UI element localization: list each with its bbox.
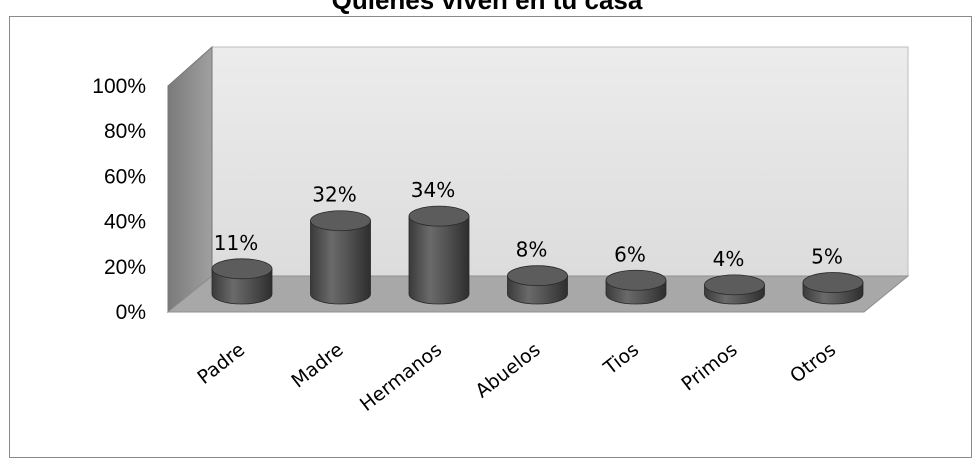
data-label: 11% xyxy=(214,231,258,255)
data-label: 32% xyxy=(312,183,356,207)
bar-top xyxy=(605,269,667,291)
y-tick-label: 80% xyxy=(104,120,146,143)
bar-top xyxy=(507,265,568,287)
y-tick-label: 40% xyxy=(104,211,146,234)
y-tick-label: 100% xyxy=(92,75,146,98)
category-label: Padre xyxy=(193,339,249,389)
bar-body xyxy=(310,220,371,305)
category-label: Abuelos xyxy=(471,339,544,403)
bar-top xyxy=(408,205,470,227)
bar xyxy=(605,269,667,305)
data-label: 6% xyxy=(614,242,646,266)
y-tick-label: 20% xyxy=(104,256,146,279)
category-label: Madre xyxy=(287,339,347,393)
data-label: 4% xyxy=(713,247,745,271)
data-label: 34% xyxy=(411,178,455,202)
bar-top xyxy=(704,274,765,296)
bar-top xyxy=(310,210,371,232)
bar-top xyxy=(802,272,864,293)
y-tick-label: 0% xyxy=(116,301,146,324)
y-axis-ticks: 0% 20% 40% 60% 80% 100% xyxy=(92,75,146,324)
category-label: Otros xyxy=(786,339,840,388)
category-label: Hermanos xyxy=(356,339,446,416)
category-labels: Padre Madre Hermanos Abuelos Tios Primos Otros xyxy=(193,339,840,416)
bar xyxy=(507,265,568,305)
data-label: 5% xyxy=(811,245,843,269)
bar xyxy=(310,210,371,305)
data-labels: 11% 32% 34% 8% 6% 4% 5% xyxy=(214,178,843,271)
y-tick-label: 60% xyxy=(104,165,146,188)
data-label: 8% xyxy=(516,238,548,262)
bar xyxy=(408,205,470,305)
bar xyxy=(802,272,864,305)
bar xyxy=(211,258,273,305)
chart-title: Quienes viven en tu casa xyxy=(331,0,643,15)
bar-body xyxy=(408,215,470,305)
category-label: Tios xyxy=(599,339,643,380)
side-wall xyxy=(167,45,213,314)
bar xyxy=(704,274,765,305)
bar-top xyxy=(211,258,273,280)
category-label: Primos xyxy=(677,339,741,396)
bars xyxy=(211,205,864,305)
